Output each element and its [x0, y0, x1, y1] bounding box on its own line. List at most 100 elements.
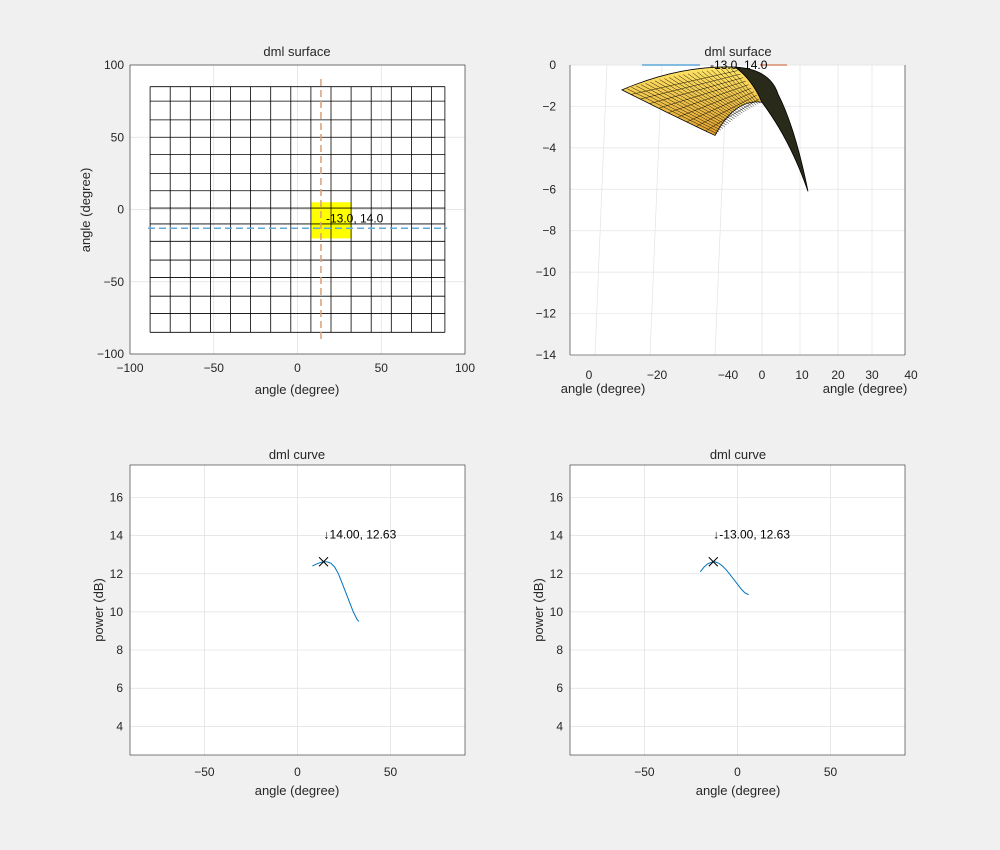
mesh-line: [668, 77, 735, 119]
x-tick-label: 0: [294, 765, 301, 779]
y-tick-label: 40: [904, 368, 918, 382]
axes-background: [570, 65, 905, 355]
z-tick-label: −10: [536, 265, 557, 279]
crosshair: -13.0, 14.0: [148, 79, 447, 340]
y-tick-label: 4: [116, 719, 123, 733]
tick-labels: −50 0 50 4 6 8 10 12 14 16: [550, 490, 838, 779]
y-tick-label: 6: [116, 681, 123, 695]
mesh-line: [720, 68, 757, 106]
axes-title: dml surface: [704, 44, 771, 59]
y-axis-label: power (dB): [531, 578, 546, 642]
series-line: ↓-13.00, 12.63: [699, 528, 790, 596]
y-tick-label: 6: [556, 681, 563, 695]
surface-2d-axes[interactable]: -13.0, 14.0 −100 −50 0 50 100 100 50 0 −50 −100 d…: [78, 44, 475, 397]
mesh-line: [673, 76, 737, 118]
mesh-line: [659, 80, 746, 109]
y-tick-label: 12: [110, 567, 124, 581]
y-tick-label: 30: [865, 368, 879, 382]
y-tick-label: 20: [831, 368, 845, 382]
surface-mesh: [621, 64, 809, 192]
peak-marker: [708, 556, 719, 567]
axes-title: dml surface: [263, 44, 330, 59]
mesh-line: [683, 74, 741, 115]
mesh-line: [631, 70, 738, 95]
surface-label: -13.0, 14.0: [710, 58, 768, 72]
crosshair-label: -13.0, 14.0: [326, 212, 384, 226]
y-tick-label: −100: [97, 347, 124, 361]
grid-line: [649, 64, 663, 356]
y-tick-label: 10: [550, 605, 564, 619]
mesh-line: [645, 83, 725, 127]
y-tick-label: 10: [795, 368, 809, 382]
mesh-line: [631, 86, 720, 133]
x-tick-label: 0: [734, 765, 741, 779]
grid: [570, 465, 905, 755]
z-tick-label: −14: [536, 348, 557, 362]
mesh-line: [725, 68, 759, 105]
x-axis-label: angle (degree): [255, 783, 340, 798]
y-tick-label: 10: [110, 605, 124, 619]
axes-box: [129, 64, 466, 355]
y-tick-label: 12: [550, 567, 564, 581]
y-tick-label: 0: [117, 203, 124, 217]
surface-3d-axes[interactable]: 0 −2 −4 −6 −8 −10 −12 −14 0 −20 −40 0 10 20 30 40 dml s…: [536, 44, 918, 396]
y-tick-label: 50: [111, 130, 125, 144]
x-tick-label: −40: [718, 368, 739, 382]
x-tick-label: −100: [116, 361, 143, 375]
mesh-line: [716, 69, 755, 107]
x-tick-label: −50: [204, 361, 225, 375]
datatip-label: ↓14.00, 12.63: [324, 528, 397, 542]
mesh-line: [650, 81, 727, 126]
x-tick-label: 0: [586, 368, 593, 382]
x-axis-label: angle (degree): [255, 382, 340, 397]
grid: [569, 64, 906, 356]
mesh-line: [668, 84, 749, 113]
x-tick-label: 50: [824, 765, 838, 779]
y-tick-label: 14: [550, 529, 564, 543]
y-tick-label: 16: [110, 490, 124, 504]
x-axis-label-side: angle (degree): [823, 381, 908, 396]
series-line: [312, 561, 360, 622]
mesh-line: [692, 72, 745, 113]
x-axis-label: angle (degree): [696, 783, 781, 798]
x-tick-label: 100: [455, 361, 475, 375]
axes-title: dml curve: [710, 447, 766, 462]
mesh-line: [649, 77, 744, 104]
z-tick-label: 0: [549, 58, 556, 72]
mesh-line: [701, 71, 749, 110]
curve-left-axes[interactable]: ↓14.00, 12.63 −50 0 50 4 6 8 10 12 14 16 dml curv…: [91, 447, 466, 798]
grid: [130, 465, 465, 755]
mesh-line: [636, 85, 721, 131]
mesh-line: [730, 67, 761, 104]
mesh-line: [687, 73, 743, 114]
series-line: ↓14.00, 12.63: [312, 528, 397, 622]
x-tick-label: −50: [634, 765, 655, 779]
y-axis-label: power (dB): [91, 578, 106, 642]
datatip-label: ↓-13.00, 12.63: [713, 528, 790, 542]
axes-title: dml curve: [269, 447, 325, 462]
surface-mesh: [149, 86, 446, 333]
x-axis-label-front: angle (degree): [561, 381, 646, 396]
x-tick-label: −50: [194, 765, 215, 779]
mesh-line: [705, 98, 760, 132]
z-tick-label: −12: [536, 307, 557, 321]
y-axis-label: angle (degree): [78, 168, 93, 253]
tick-labels: −50 0 50 4 6 8 10 12 14 16: [110, 490, 398, 779]
axes-box: [129, 464, 466, 756]
grid-line: [594, 64, 608, 356]
peak-marker: [318, 556, 329, 567]
y-tick-label: 4: [556, 719, 563, 733]
y-tick-label: 0: [759, 368, 766, 382]
mesh-line: [654, 80, 729, 124]
y-tick-label: 100: [104, 58, 124, 72]
mesh-line: [640, 73, 741, 100]
y-tick-label: 14: [110, 529, 124, 543]
mesh-line: [678, 75, 739, 117]
z-tick-label: −2: [542, 99, 556, 113]
curve-right-axes[interactable]: ↓-13.00, 12.63 −50 0 50 4 6 8 10 12 14 16 dml cur…: [531, 447, 906, 798]
mesh-line: [677, 87, 752, 118]
tick-labels: 0 −2 −4 −6 −8 −10 −12 −14 0 −20 −40 0 10 20 30 40: [536, 58, 918, 382]
surface-tail: [733, 66, 809, 192]
x-tick-label: 0: [294, 361, 301, 375]
